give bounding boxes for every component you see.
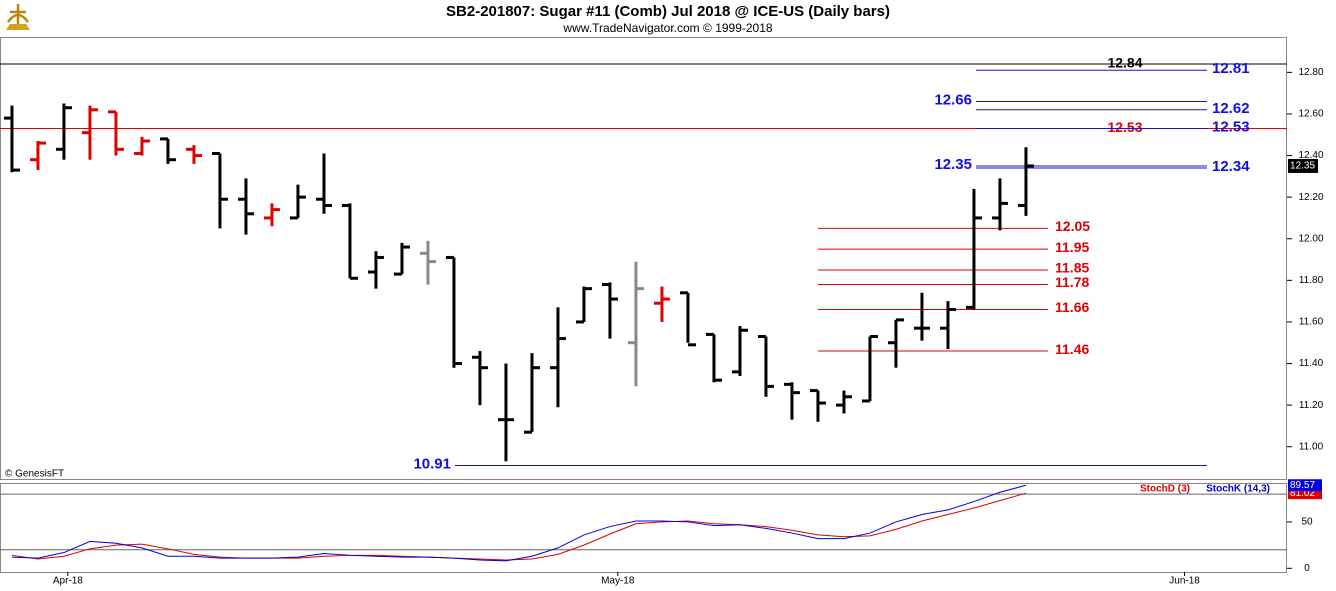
level-label: 12.35 (934, 156, 972, 173)
level-label: 12.53 (1212, 118, 1250, 135)
y-tick-label: 11.80 (1299, 275, 1324, 286)
chart-title: SB2-201807: Sugar #11 (Comb) Jul 2018 @ … (446, 3, 890, 20)
level-label: 11.66 (1055, 299, 1089, 315)
stoch-panel-border (0, 483, 1287, 573)
y-tick-label: 11.40 (1299, 358, 1324, 369)
y-tick-label: 12.20 (1298, 192, 1323, 203)
chart-subtitle: www.TradeNavigator.com © 1999-2018 (562, 21, 772, 35)
x-tick-label: Apr-18 (53, 576, 83, 587)
last-price-box (1288, 158, 1318, 173)
last-value-label: 81.02 (1290, 488, 1315, 499)
y-tick-label: 11.20 (1299, 400, 1324, 411)
y-tick-label: 12.40 (1298, 150, 1323, 161)
level-label: 11.85 (1055, 260, 1089, 276)
y-tick-label: 11.00 (1299, 441, 1324, 452)
level-label: 12.53 (1107, 119, 1142, 135)
y-tick-label: 12.60 (1298, 109, 1323, 120)
y-tick-label: 12.00 (1298, 233, 1323, 244)
level-label: 12.66 (934, 91, 972, 108)
level-label: 10.91 (413, 455, 451, 472)
level-label: 11.95 (1055, 239, 1089, 255)
last-value-box (1288, 479, 1322, 492)
level-label: 12.81 (1212, 60, 1250, 77)
logo (6, 4, 30, 30)
y-tick-label: 0 (1304, 563, 1310, 574)
legend-label: StochK (14,3) (1206, 484, 1270, 495)
level-label: 11.78 (1055, 274, 1089, 290)
level-label: 12.34 (1212, 158, 1250, 175)
stoch-line (11, 484, 1027, 562)
level-label: 11.46 (1055, 341, 1089, 357)
watermark: © GenesisFT (5, 469, 64, 480)
last-value-label: 89.57 (1290, 480, 1315, 491)
x-tick-label: May-18 (601, 576, 635, 587)
last-price-label: 12.35 (1290, 161, 1315, 172)
level-label: 12.62 (1212, 100, 1250, 117)
price-panel-border (0, 37, 1287, 480)
y-tick-label: 12.80 (1298, 67, 1323, 78)
y-tick-label: 50 (1301, 517, 1313, 528)
y-tick-label: 11.60 (1299, 317, 1324, 328)
x-tick-label: Jun-18 (1169, 576, 1200, 587)
level-label: 12.84 (1107, 55, 1142, 71)
legend-label: StochD (3) (1140, 484, 1190, 495)
level-label: 12.05 (1055, 218, 1090, 234)
